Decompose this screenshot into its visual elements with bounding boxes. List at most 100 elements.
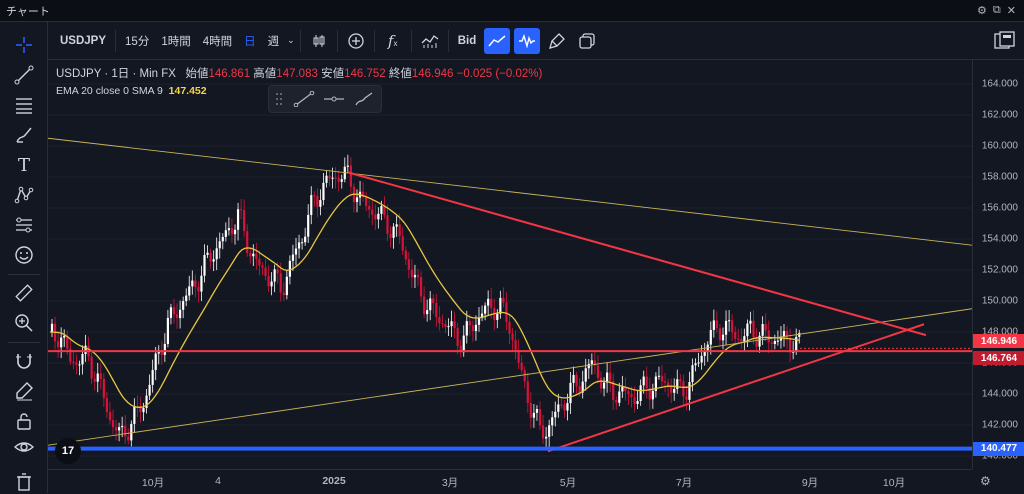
candle-body (362, 191, 365, 197)
trend-line-tool-icon[interactable] (484, 27, 511, 54)
candle-body (609, 372, 612, 382)
candle-body (102, 378, 105, 398)
candle-body (499, 297, 502, 314)
candle-body (648, 388, 651, 400)
candle-type-icon[interactable] (306, 28, 332, 54)
candle-body (371, 209, 374, 215)
candle-body (249, 253, 252, 257)
candle-body (618, 391, 621, 403)
time-axis[interactable]: 10月 4 2025 3月 5月 7月 9月 10月 (48, 469, 972, 493)
candle-body (267, 276, 270, 287)
bar-replay-icon[interactable] (417, 28, 443, 54)
candle-body (322, 182, 325, 201)
interval-1d[interactable]: 日 (244, 35, 256, 48)
bid-toggle[interactable]: Bid (457, 34, 477, 47)
text-tool-icon[interactable]: T (17, 154, 30, 176)
eye-icon[interactable] (10, 435, 38, 459)
candle-body (581, 381, 584, 393)
ruler-icon[interactable] (10, 281, 38, 305)
close-icon[interactable]: ✕ (1006, 5, 1016, 17)
floating-drawing-toolbar (268, 85, 382, 113)
price-axis[interactable]: 164.000 162.000 160.000 158.000 156.000 154.0… (972, 60, 1024, 469)
brush-tool-icon[interactable] (544, 28, 570, 54)
legend-symbol[interactable]: USDJPY · 1日 · Min FX (56, 68, 176, 80)
layout-icon[interactable] (574, 28, 600, 54)
chart-settings-icon[interactable]: ⚙ (980, 474, 991, 488)
trend-line-icon[interactable] (10, 63, 38, 87)
candle-body (676, 379, 679, 390)
candle-body (615, 400, 618, 403)
candle-body (752, 320, 755, 338)
candle-body (773, 340, 776, 344)
candle-body (328, 175, 331, 179)
drag-handle-icon[interactable] (269, 87, 289, 111)
ohlc-legend: USDJPY · 1日 · Min FX 始値146.861 高値147.083… (56, 65, 542, 81)
forecast-icon[interactable] (10, 213, 38, 237)
candle-body (285, 276, 288, 296)
candle-body (673, 389, 676, 393)
zoom-in-icon[interactable] (10, 311, 38, 335)
trash-icon[interactable] (10, 470, 38, 494)
divider (8, 342, 40, 343)
divider (8, 274, 40, 275)
price-tick: 140.000 (981, 450, 1018, 462)
price-tick: 150.000 (981, 295, 1018, 307)
ema-legend[interactable]: EMA 20 close 0 SMA 9 147.452 (56, 85, 207, 97)
brush-icon[interactable] (10, 123, 38, 147)
candle-body (154, 353, 157, 370)
emoji-icon[interactable] (10, 243, 38, 267)
interval-1h[interactable]: 1時間 (161, 35, 191, 48)
candle-body (633, 397, 636, 404)
candle-body (749, 320, 752, 324)
popout-icon[interactable]: ⧉ (992, 4, 1001, 16)
horizontal-line-quick-icon[interactable] (319, 87, 349, 111)
candle-body (105, 397, 108, 413)
candle-body (429, 298, 432, 311)
candle-body (307, 214, 310, 237)
magnet-icon[interactable] (10, 349, 38, 373)
settings-icon[interactable]: ⚙ (977, 5, 987, 17)
candle-body (660, 375, 664, 382)
trend-line-quick-icon[interactable] (289, 87, 319, 111)
lock-icon[interactable] (10, 409, 38, 433)
candle-body (386, 215, 389, 234)
candle-body (612, 381, 615, 401)
stay-drawing-icon[interactable] (10, 379, 38, 403)
candle-body (560, 404, 563, 406)
candle-body (554, 411, 557, 418)
brush-quick-icon[interactable] (349, 87, 379, 111)
line-price-tag: 146.764 (973, 351, 1024, 366)
candle-body (151, 369, 154, 385)
candle-body (444, 323, 447, 327)
candle-body (78, 364, 81, 366)
compare-add-icon[interactable] (343, 28, 369, 54)
price-chart[interactable] (48, 60, 972, 469)
multi-chart-icon[interactable] (992, 28, 1018, 54)
candle-body (718, 328, 722, 341)
oscillator-icon[interactable] (514, 27, 541, 54)
candle-body (532, 412, 535, 418)
pattern-icon[interactable] (10, 183, 38, 207)
interval-15m[interactable]: 15分 (125, 35, 150, 48)
fib-retracement-icon[interactable] (10, 93, 38, 117)
candle-body (798, 333, 801, 337)
candle-body (72, 361, 75, 363)
candle-body (728, 320, 731, 322)
interval-dropdown[interactable]: ⌄ (287, 35, 295, 45)
symbol-button[interactable]: USDJPY (60, 34, 107, 47)
candle-body (477, 317, 481, 325)
candle-body (69, 348, 72, 362)
tradingview-logo[interactable]: 17 (55, 438, 81, 464)
interval-4h[interactable]: 4時間 (202, 35, 233, 48)
crosshair-icon[interactable] (10, 33, 38, 57)
candle-body (545, 436, 548, 439)
candle-body (590, 360, 593, 364)
chart-canvas[interactable] (48, 60, 972, 469)
candle-body (776, 340, 779, 342)
candle-body (230, 228, 234, 235)
candle-body (310, 195, 313, 215)
candle-body (197, 287, 200, 292)
interval-1w[interactable]: 週 (267, 35, 280, 48)
candle-body (474, 324, 478, 331)
